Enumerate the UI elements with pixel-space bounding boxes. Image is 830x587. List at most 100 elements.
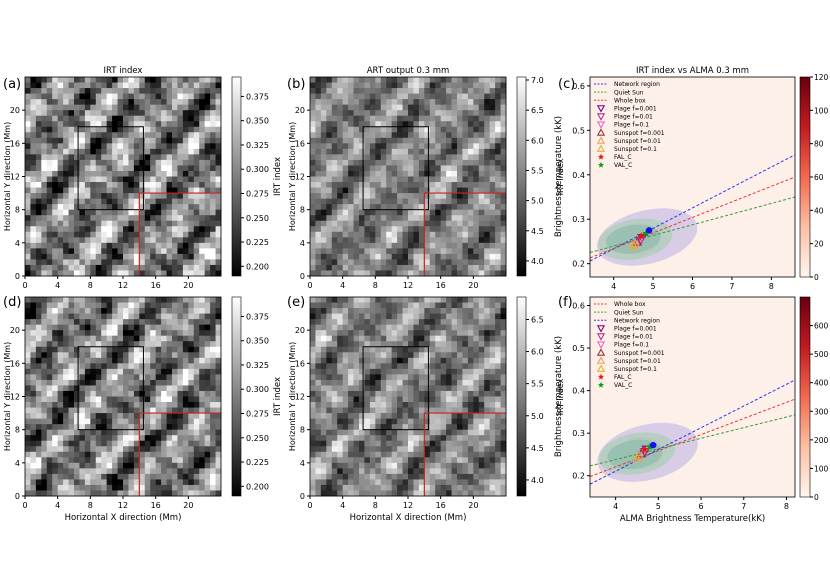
image-cell <box>30 413 37 420</box>
image-cell <box>90 253 97 260</box>
image-cell <box>101 473 108 480</box>
image-cell <box>359 319 365 326</box>
image-cell <box>380 104 387 111</box>
image-cell <box>337 209 344 216</box>
image-cell <box>150 319 157 326</box>
image-cell <box>204 148 211 155</box>
image-cell <box>68 407 75 414</box>
image-cell <box>204 440 211 447</box>
image-cell <box>435 110 442 117</box>
image-cell <box>117 429 124 436</box>
image-cell <box>63 374 69 381</box>
image-cell <box>408 335 414 342</box>
image-cell <box>467 187 474 194</box>
image-cell <box>25 424 31 431</box>
image-cell <box>106 253 113 260</box>
image-cell <box>435 473 442 480</box>
image-cell <box>101 330 108 337</box>
image-cell <box>440 165 447 172</box>
image-cell <box>397 368 403 375</box>
image-cell <box>84 110 91 117</box>
image-cell <box>166 270 173 277</box>
image-cell <box>310 126 316 133</box>
image-cell <box>30 407 37 414</box>
image-cell <box>199 242 206 249</box>
image-cell <box>74 396 80 403</box>
image-cell <box>348 357 354 364</box>
image-cell <box>210 374 216 381</box>
image-cell <box>320 143 327 150</box>
image-cell <box>418 413 425 420</box>
image-cell <box>440 209 447 216</box>
image-cell <box>391 297 398 303</box>
image-cell <box>177 451 184 458</box>
image-cell <box>478 93 485 100</box>
image-cell <box>210 170 216 177</box>
image-cell <box>337 159 344 166</box>
image-cell <box>386 193 393 200</box>
image-cell <box>380 402 387 408</box>
image-cell <box>359 479 365 486</box>
image-cell <box>133 259 140 266</box>
image-cell <box>68 209 75 216</box>
image-cell <box>478 99 485 106</box>
image-cell <box>331 451 338 458</box>
image-cell <box>380 390 387 397</box>
image-cell <box>128 154 135 161</box>
image-cell <box>359 324 365 331</box>
image-cell <box>440 88 447 94</box>
image-cell <box>166 77 173 83</box>
image-cell <box>106 396 113 403</box>
map-ylabel: Horizontal Y direction (Mm) <box>3 342 12 451</box>
image-cell <box>391 248 398 255</box>
image-cell <box>57 484 64 491</box>
image-cell <box>440 335 447 342</box>
image-cell <box>84 479 91 486</box>
image-cell <box>375 319 382 326</box>
image-cell <box>199 313 206 320</box>
image-cell <box>331 341 338 348</box>
image-cell <box>172 335 178 342</box>
image-cell <box>337 319 344 326</box>
image-cell <box>353 248 360 255</box>
image-cell <box>210 126 216 133</box>
image-cell <box>46 424 53 431</box>
image-cell <box>369 324 376 331</box>
image-cell <box>90 226 97 233</box>
image-cell <box>369 462 376 469</box>
image-cell <box>337 341 344 348</box>
image-cell <box>380 159 387 166</box>
image-cell <box>408 182 414 188</box>
image-cell <box>386 297 393 303</box>
image-cell <box>210 341 216 348</box>
image-cell <box>101 187 108 194</box>
image-cell <box>95 193 102 200</box>
image-cell <box>112 451 118 458</box>
colorbar-tick-label: 0.300 <box>246 385 269 394</box>
image-cell <box>106 193 113 200</box>
image-cell <box>310 335 316 342</box>
image-cell <box>315 313 322 320</box>
image-cell <box>161 407 167 414</box>
image-cell <box>489 165 496 172</box>
image-cell <box>95 259 102 266</box>
image-cell <box>139 390 146 397</box>
image-cell <box>79 484 86 491</box>
image-cell <box>375 187 382 194</box>
image-cell <box>25 77 31 83</box>
image-cell <box>353 368 360 375</box>
image-cell <box>128 446 135 453</box>
image-cell <box>117 457 124 464</box>
image-cell <box>397 418 403 425</box>
image-cell <box>57 330 64 337</box>
image-cell <box>63 390 69 397</box>
image-cell <box>451 154 458 161</box>
image-cell <box>139 346 146 353</box>
image-cell <box>30 396 37 403</box>
image-cell <box>315 270 322 277</box>
image-cell <box>320 264 327 271</box>
image-cell <box>446 137 452 144</box>
image-cell <box>484 170 491 177</box>
image-cell <box>353 220 360 227</box>
image-cell <box>489 253 496 260</box>
